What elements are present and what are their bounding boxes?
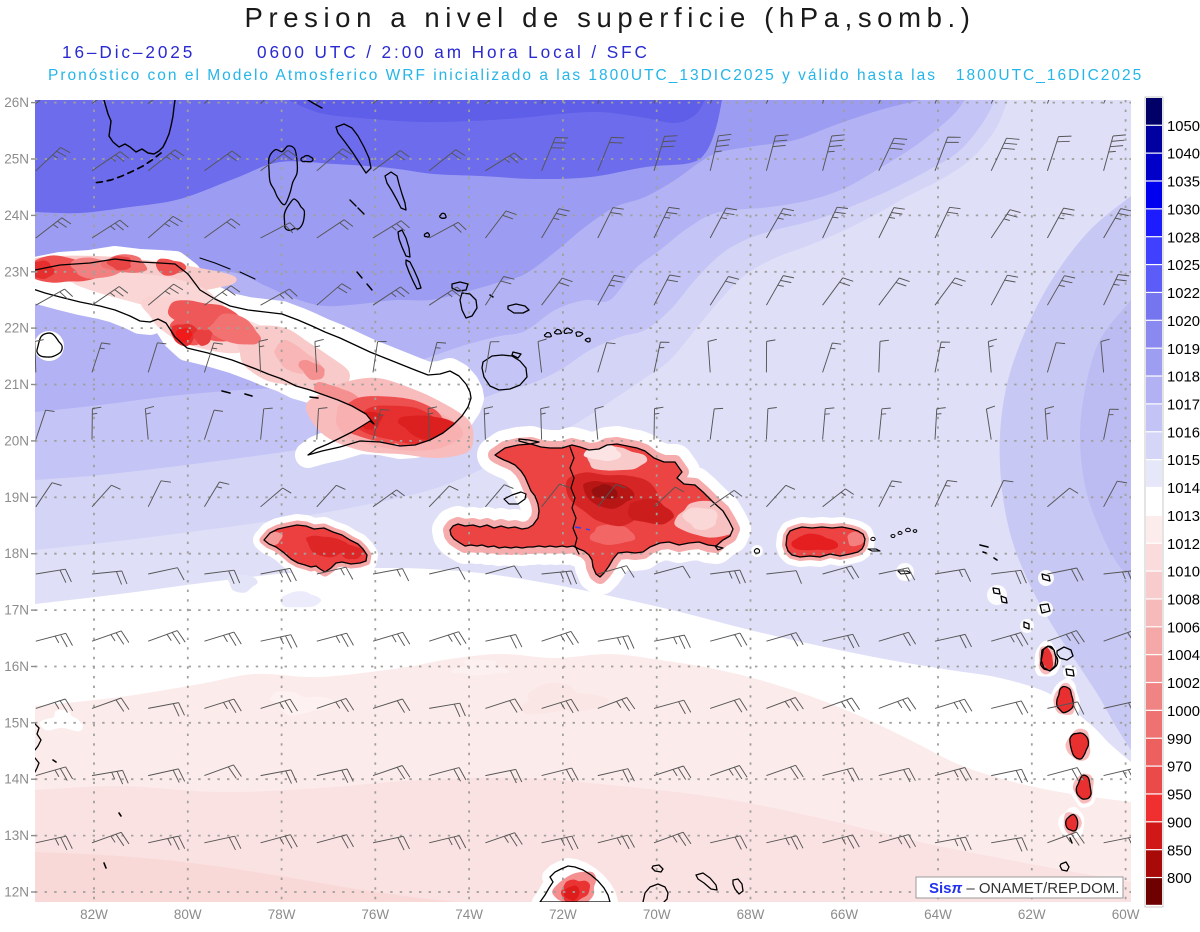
svg-text:900: 900 [1167,815,1192,831]
svg-text:22N: 22N [4,321,29,336]
svg-text:78W: 78W [268,907,296,922]
svg-text:25N: 25N [4,152,29,167]
svg-text:16N: 16N [4,659,29,674]
svg-text:24N: 24N [4,208,29,223]
svg-text:Sisπ – ONAMET/REP.DOM.: Sisπ – ONAMET/REP.DOM. [929,880,1119,897]
svg-text:1022: 1022 [1167,286,1200,302]
svg-text:18N: 18N [4,546,29,561]
svg-text:82W: 82W [80,907,108,922]
svg-text:Presion a nivel de superficie: Presion a nivel de superficie (hPa,somb.… [245,2,976,33]
svg-text:16–Dic–2025: 16–Dic–2025 [62,42,195,62]
svg-text:850: 850 [1167,843,1192,859]
svg-text:74W: 74W [455,907,483,922]
svg-text:1020: 1020 [1167,314,1200,330]
svg-text:21N: 21N [4,377,29,392]
svg-text:1006: 1006 [1167,620,1200,636]
svg-text:1015: 1015 [1167,453,1200,469]
svg-text:13N: 13N [4,828,29,843]
svg-text:23N: 23N [4,264,29,279]
svg-text:76W: 76W [361,907,389,922]
svg-text:14N: 14N [4,772,29,787]
svg-text:72W: 72W [549,907,577,922]
svg-text:1040: 1040 [1167,147,1200,163]
svg-text:1028: 1028 [1167,230,1200,246]
svg-text:970: 970 [1167,760,1192,776]
svg-text:1030: 1030 [1167,202,1200,218]
svg-text:1014: 1014 [1167,481,1200,497]
svg-text:17N: 17N [4,603,29,618]
svg-text:990: 990 [1167,732,1192,748]
svg-text:70W: 70W [643,907,671,922]
svg-text:1013: 1013 [1167,509,1200,525]
svg-text:1035: 1035 [1167,175,1200,191]
svg-text:1012: 1012 [1167,537,1200,553]
svg-text:1018: 1018 [1167,370,1200,386]
svg-text:19N: 19N [4,490,29,505]
svg-text:12N: 12N [4,885,29,900]
svg-text:1002: 1002 [1167,676,1200,692]
svg-text:0600 UTC / 2:00 am Hora Local: 0600 UTC / 2:00 am Hora Local / SFC [257,42,650,62]
svg-text:1017: 1017 [1167,398,1200,414]
svg-text:1010: 1010 [1167,565,1200,581]
svg-text:1025: 1025 [1167,258,1200,274]
svg-text:1019: 1019 [1167,342,1200,358]
svg-text:80W: 80W [174,907,202,922]
svg-text:1004: 1004 [1167,648,1200,664]
svg-text:26N: 26N [4,95,29,110]
svg-text:1008: 1008 [1167,593,1200,609]
svg-text:1000: 1000 [1167,704,1200,720]
svg-text:Pronóstico con el Modelo Atmo: Pronóstico con el Modelo Atmosferico WR… [48,67,1143,84]
svg-text:1050: 1050 [1167,119,1200,135]
svg-text:20N: 20N [4,433,29,448]
svg-text:950: 950 [1167,788,1192,804]
svg-text:15N: 15N [4,715,29,730]
svg-text:800: 800 [1167,871,1192,887]
svg-text:64W: 64W [924,907,952,922]
svg-text:68W: 68W [737,907,765,922]
svg-text:60W: 60W [1112,907,1140,922]
svg-text:62W: 62W [1018,907,1046,922]
svg-text:1016: 1016 [1167,425,1200,441]
svg-text:66W: 66W [830,907,858,922]
